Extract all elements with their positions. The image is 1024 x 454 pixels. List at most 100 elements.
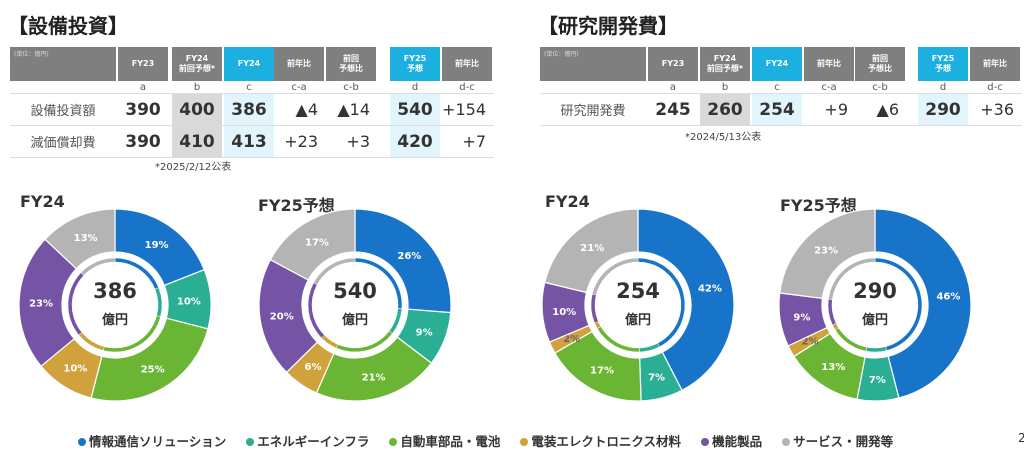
column-header: FY24: [224, 47, 274, 81]
divider: [540, 93, 1022, 94]
legend-label: 情報通信ソリューション: [89, 434, 227, 449]
legend-dot-icon: [246, 438, 255, 446]
column-letter: d: [939, 81, 947, 93]
value-cell: 386: [224, 94, 274, 125]
center-unit: 億円: [624, 313, 651, 328]
slice-label: 23%: [814, 245, 838, 256]
inner-ring-segment: [639, 342, 660, 353]
legend-label: エネルギーインフラ: [257, 434, 370, 449]
rnd-title: 【研究開発費】: [538, 14, 678, 38]
chart-title: FY24: [20, 192, 65, 211]
divider: [10, 157, 494, 158]
column-letter: b: [721, 81, 729, 93]
legend-item: 自動車部品・電池: [389, 431, 500, 450]
column-letter: d: [411, 81, 419, 93]
column-letter: b: [193, 81, 201, 93]
value-cell: +3: [346, 132, 370, 151]
slice-label: 2%: [563, 334, 580, 345]
capex-footnote: *2025/2/12公表: [155, 162, 232, 173]
column-header: FY24 前回予想*: [700, 47, 750, 81]
slice-label: 17%: [305, 238, 329, 249]
column-header: 前年比: [442, 47, 492, 81]
slice-label: 10%: [177, 296, 201, 307]
column-letter: a: [139, 81, 147, 93]
slice-label: 20%: [270, 312, 294, 323]
value-cell: +7: [462, 132, 486, 151]
column-header: FY24: [752, 47, 802, 81]
donut-slice: [90, 317, 209, 402]
column-letter: d-c: [987, 81, 1003, 93]
column-header: FY23: [648, 47, 698, 81]
divider: [540, 125, 1022, 126]
donut-slice: [874, 208, 972, 399]
value-cell: 540: [390, 94, 440, 125]
slice-label: 13%: [74, 233, 98, 244]
slice-label: 17%: [590, 366, 614, 377]
inner-ring-segment: [80, 257, 116, 276]
legend-dot-icon: [782, 438, 791, 446]
value-cell: 254: [752, 94, 802, 125]
donut-slice: [44, 208, 116, 270]
chart-title: FY25予想: [780, 196, 857, 215]
value-cell: +154: [442, 100, 486, 119]
column-letter: c: [774, 81, 780, 93]
column-header: 前回 予想比: [326, 47, 376, 81]
slice-label: 9%: [793, 313, 810, 324]
donut-slice: [354, 208, 452, 314]
column-header: FY25 予想: [918, 47, 968, 81]
legend-label: 機能製品: [712, 434, 763, 449]
value-cell: 260: [700, 94, 750, 125]
slice-label: 46%: [936, 292, 960, 303]
column-header: 前年比: [274, 47, 324, 81]
row-label: 研究開発費: [560, 104, 626, 119]
value-cell: 400: [172, 94, 222, 125]
row-label: 設備投資額: [30, 104, 96, 119]
column-letter: c: [246, 81, 252, 93]
slice-label: 19%: [145, 240, 169, 251]
chart-title: FY24: [545, 192, 590, 211]
value-cell: 290: [918, 94, 968, 125]
legend-item: 電装エレクトロニクス材料: [520, 431, 681, 450]
value-cell: 390: [125, 131, 161, 152]
donut-slice: [543, 208, 639, 294]
legend-item: エネルギーインフラ: [246, 431, 369, 450]
donut-slice: [269, 208, 356, 281]
inner-ring-segment: [828, 257, 876, 300]
inner-ring-segment: [865, 346, 887, 353]
value-cell: 413: [224, 126, 274, 157]
column-header: 前回 予想比: [855, 47, 905, 81]
divider: [10, 93, 494, 94]
center-value: 254: [616, 279, 660, 303]
chart-title: FY25予想: [258, 196, 335, 215]
slice-label: 7%: [869, 375, 886, 386]
slice-label: 23%: [29, 299, 53, 310]
column-letter: c-b: [872, 81, 888, 93]
legend-label: サービス・開発等: [793, 434, 894, 449]
capex-unit-label: (単位：億円): [10, 47, 116, 81]
column-letter: c-b: [343, 81, 359, 93]
donut-chart: 19% 10% 25% 10% 23% 13%: [18, 208, 212, 402]
center-unit: 億円: [341, 313, 368, 328]
inner-ring-segment: [154, 287, 163, 317]
slice-label: 26%: [397, 251, 421, 262]
slice-label: 25%: [141, 365, 165, 376]
donut-slice: [637, 208, 735, 392]
slice-label: 6%: [305, 362, 322, 373]
value-cell: ▲4: [295, 100, 318, 119]
center-unit: 億円: [101, 313, 128, 328]
rnd-unit-label: (単位：億円): [540, 47, 646, 81]
value-cell: 390: [125, 99, 161, 120]
slice-label: 10%: [63, 363, 87, 374]
column-header: 前年比: [804, 47, 854, 81]
donut-chart: 42% 7% 17% 2% 10% 21%: [541, 208, 735, 402]
center-value: 386: [93, 279, 137, 303]
legend: 情報通信ソリューション エネルギーインフラ 自動車部品・電池 電装エレクトロニクス材料…: [78, 431, 893, 450]
column-header: FY23: [118, 47, 168, 81]
column-letter: c-a: [821, 81, 837, 93]
column-header: FY25 予想: [390, 47, 440, 81]
row-label: 減価償却費: [30, 136, 96, 151]
inner-ring-segment: [321, 334, 339, 349]
column-letter: d-c: [459, 81, 475, 93]
value-cell: +36: [980, 100, 1014, 119]
slice-label: 42%: [698, 284, 722, 295]
